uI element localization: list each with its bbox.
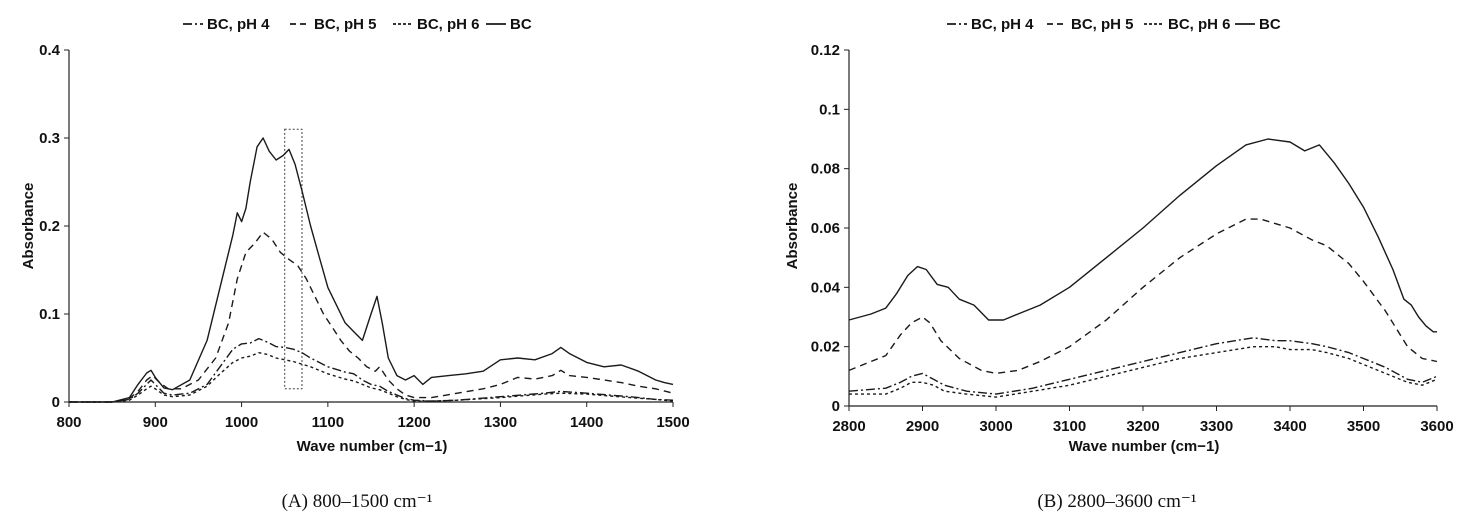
x-tick-label: 3000 <box>979 418 1012 435</box>
series-line-b-2 <box>849 346 1438 398</box>
x-tick-label: 2900 <box>906 418 939 435</box>
y-tick-label: 0 <box>832 398 840 415</box>
plot-area-a <box>69 128 674 403</box>
legend-label: BC, pH 5 <box>1071 16 1134 33</box>
axes-b: 2800 2900 3000 3100 3200 3300 3400 3500 3600 0 0.0… <box>811 42 1454 435</box>
x-tick-label: 1300 <box>484 414 517 431</box>
legend-b: BC, pH 4 BC, pH 5 BC, pH 6 BC <box>947 16 1281 33</box>
series-line-b-1 <box>848 218 1438 375</box>
panel-b: BC, pH 4 BC, pH 5 BC, pH 6 BC 2800 2900 3000 3… <box>784 16 1454 512</box>
plot-area-b <box>848 138 1438 398</box>
x-tick-label: 3300 <box>1200 418 1233 435</box>
y-tick-label: 0.1 <box>39 306 60 323</box>
legend-label: BC, pH 5 <box>314 16 377 33</box>
series-line-b-0 <box>848 337 1438 395</box>
axes-a: 800 900 1000 1100 1200 1300 1400 1500 0 0.1 0.2 0.3… <box>39 42 690 431</box>
legend-label: BC, pH 6 <box>417 16 480 33</box>
series-line-a-2 <box>69 352 674 403</box>
x-tick-label: 3200 <box>1126 418 1159 435</box>
panel-a: BC, pH 4 BC, pH 5 BC, pH 6 BC 800 900 1000 110… <box>20 16 690 512</box>
x-axis-label-a: Wave number (cm−1) <box>297 438 448 455</box>
x-tick-label: 1400 <box>570 414 603 431</box>
y-tick-label: 0.06 <box>811 220 840 237</box>
x-tick-label: 1200 <box>397 414 430 431</box>
x-tick-label: 800 <box>56 414 81 431</box>
y-tick-label: 0.08 <box>811 161 840 178</box>
caption-b: (B) 2800–3600 cm⁻¹ <box>1037 491 1197 512</box>
series-line-a-1 <box>69 231 674 403</box>
x-tick-label: 3400 <box>1273 418 1306 435</box>
x-tick-label: 3500 <box>1347 418 1380 435</box>
y-tick-label: 0.02 <box>811 339 840 356</box>
highlight-box <box>284 128 303 390</box>
y-tick-label: 0.1 <box>819 101 840 118</box>
y-axis-label-a: Absorbance <box>20 183 37 270</box>
x-tick-label: 900 <box>143 414 168 431</box>
legend-label: BC <box>1259 16 1281 33</box>
legend-label: BC, pH 4 <box>207 16 270 33</box>
x-tick-label: 1000 <box>225 414 258 431</box>
legend-label: BC, pH 4 <box>971 16 1034 33</box>
series-line-a-3 <box>69 137 674 403</box>
x-tick-label: 1500 <box>656 414 689 431</box>
y-axis-label-b: Absorbance <box>784 183 801 270</box>
y-tick-label: 0.4 <box>39 42 61 59</box>
y-tick-label: 0.04 <box>811 279 841 296</box>
x-tick-label: 3100 <box>1053 418 1086 435</box>
x-tick-label: 1100 <box>312 414 345 431</box>
series-line-b-3 <box>848 138 1437 333</box>
x-tick-label: 3600 <box>1420 418 1453 435</box>
legend-a: BC, pH 4 BC, pH 5 BC, pH 6 BC <box>183 16 532 33</box>
caption-a: (A) 800–1500 cm⁻¹ <box>282 491 433 512</box>
x-axis-label-b: Wave number (cm−1) <box>1069 438 1220 455</box>
y-tick-label: 0.3 <box>39 130 60 147</box>
y-tick-label: 0.12 <box>811 42 840 59</box>
x-tick-label: 2800 <box>832 418 865 435</box>
legend-label: BC <box>510 16 532 33</box>
y-tick-label: 0.2 <box>39 218 60 235</box>
y-tick-label: 0 <box>52 394 60 411</box>
legend-label: BC, pH 6 <box>1168 16 1231 33</box>
